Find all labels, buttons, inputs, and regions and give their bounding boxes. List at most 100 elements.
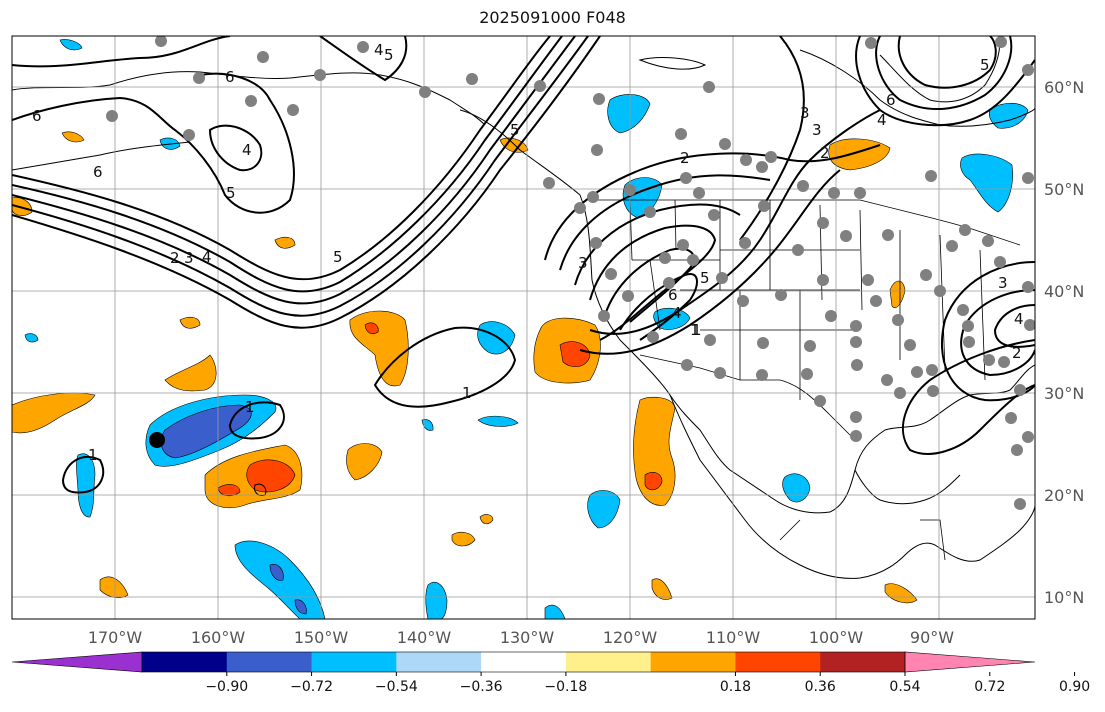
positive-anomaly-area <box>179 316 201 329</box>
highlight-station-marker <box>149 432 165 448</box>
contour-label: 2 <box>170 249 180 267</box>
contour-label: 5 <box>226 184 236 202</box>
contour-line <box>574 203 741 286</box>
positive-anomaly-area <box>12 392 96 434</box>
colorbar-segment <box>226 652 313 672</box>
negative-anomaly-area <box>294 599 307 615</box>
positive-anomaly-area <box>274 236 296 249</box>
colorbar-extend-low <box>11 651 143 673</box>
positive-anomaly-area <box>164 354 217 392</box>
contour-line <box>579 169 841 355</box>
colorbar-tick-label: 0.18 <box>720 679 751 695</box>
contour-line <box>61 455 105 494</box>
lon-label: 170°W <box>88 628 143 647</box>
lon-label: 90°W <box>910 628 954 647</box>
alaska-coast <box>12 71 486 126</box>
contour-label: 6 <box>225 68 235 86</box>
colorbar-tick-label: −0.90 <box>205 679 248 695</box>
colorbar-segment <box>565 652 652 672</box>
aleutian-chain <box>12 141 191 171</box>
contour-line <box>897 36 997 89</box>
negative-anomaly-area <box>425 581 448 619</box>
us-canada-border <box>592 199 1021 246</box>
lat-label: 30°N <box>1044 384 1084 403</box>
lat-label: 50°N <box>1044 180 1084 199</box>
lat-label: 40°N <box>1044 282 1084 301</box>
colorbar-segment <box>650 652 736 672</box>
contour-label: 3 <box>184 249 194 267</box>
map-frame <box>11 35 1036 620</box>
lat-label: 60°N <box>1044 78 1084 97</box>
contour-label: 2 <box>1012 344 1022 362</box>
lon-label: 130°W <box>500 628 555 647</box>
contour-line <box>901 339 1035 455</box>
island-outline <box>638 57 707 70</box>
contour-label: 2 <box>680 149 690 167</box>
contour-line <box>619 273 698 341</box>
negative-anomaly-area <box>960 153 1013 213</box>
positive-anomaly-area <box>633 396 676 506</box>
contour-line <box>12 72 295 214</box>
colorbar-tick-label: −0.36 <box>460 679 503 695</box>
colorbar-tick-label: 0.90 <box>1059 679 1090 695</box>
colorbar-segment <box>396 652 482 672</box>
colorbar-extend-high <box>904 651 1036 673</box>
contour-label: 4 <box>242 141 252 159</box>
mexico-states <box>779 519 946 561</box>
lon-label: 110°W <box>706 628 761 647</box>
contour-label: 6 <box>32 107 42 125</box>
positive-anomaly-area <box>559 341 591 368</box>
contour-line <box>319 36 408 82</box>
state-lines <box>629 199 986 400</box>
contour-label: 3 <box>998 274 1008 292</box>
contour-label: 3 <box>812 121 822 139</box>
hudson-bay <box>879 39 1001 103</box>
negative-anomaly-area <box>269 564 284 581</box>
colorbar-tick-label: −0.54 <box>375 679 418 695</box>
contour-labels: 6 6 6 5 4 2 3 4 5 5 4 5 1 1 1 2 3 5 6 4 … <box>32 41 1024 464</box>
contour-line <box>875 36 1013 111</box>
gulf-coast <box>854 469 961 505</box>
contour-label: 4 <box>374 41 384 59</box>
contour-line <box>12 36 576 305</box>
contour-label: 1 <box>245 398 255 416</box>
us-mexico-border <box>639 354 856 441</box>
colorbar-segment <box>820 652 906 672</box>
positive-anomaly-area <box>651 578 673 600</box>
contour-line <box>12 36 589 317</box>
contour-label: 5 <box>510 121 520 139</box>
positive-anomaly-area <box>349 310 409 387</box>
positive-anomaly-area <box>99 576 129 599</box>
negative-anomaly-area <box>607 94 651 134</box>
contour-label: 1 <box>692 321 702 339</box>
positive-anomaly-area <box>346 443 383 481</box>
contour-label: 6 <box>668 286 678 304</box>
positive-anomaly-area <box>889 280 906 309</box>
colorbar-tick-label: −0.18 <box>544 679 587 695</box>
colorbar-tick-label: 0.72 <box>974 679 1005 695</box>
contour-line <box>12 36 231 68</box>
positive-anomaly-area <box>12 197 33 216</box>
colorbar-tick-label: 0.54 <box>889 679 920 695</box>
negative-anomaly-area <box>24 333 39 343</box>
contour-line <box>993 304 1035 348</box>
contour-line <box>604 247 695 323</box>
north-america-coast <box>459 109 1035 514</box>
positive-anomaly-area <box>61 131 85 143</box>
colorbar-outline <box>141 651 906 673</box>
contour-label: 6 <box>886 91 896 109</box>
contour-line <box>559 174 771 271</box>
colorbar: −0.90 −0.72 −0.54 −0.36 −0.18 0.18 0.36 0.54 0.7… <box>11 651 1090 695</box>
colorbar-segment <box>735 652 821 672</box>
contour-label: 1 <box>690 321 700 339</box>
contour-label: 4 <box>1014 310 1024 328</box>
contour-label: 2 <box>820 144 830 162</box>
negative-anomaly-area <box>477 415 519 427</box>
colorbar-segment <box>311 652 397 672</box>
lat-label: 10°N <box>1044 588 1084 607</box>
contour-line <box>855 36 1035 127</box>
positive-anomaly-area <box>479 514 494 525</box>
lon-label: 100°W <box>809 628 864 647</box>
mexico-coast <box>669 394 1035 579</box>
